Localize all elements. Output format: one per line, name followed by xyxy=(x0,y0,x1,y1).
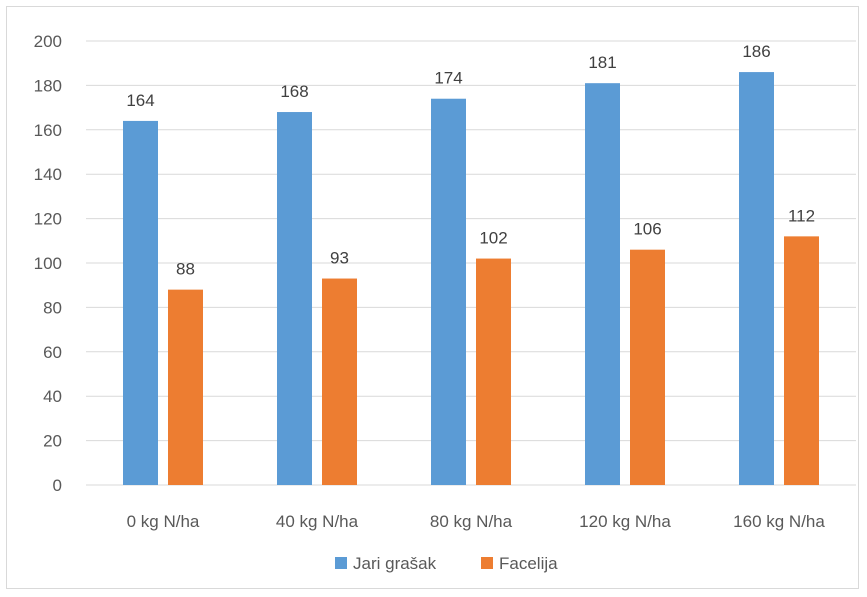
legend-label: Jari grašak xyxy=(353,554,437,573)
x-tick-label: 120 kg N/ha xyxy=(579,512,671,531)
bar-jari-grasak xyxy=(739,72,774,485)
y-tick-label: 40 xyxy=(43,387,62,406)
bar-jari-grasak xyxy=(585,83,620,486)
y-axis-ticks: 0 20 40 60 80 100 120 140 160 180 200 xyxy=(34,32,62,495)
bar-facelija xyxy=(168,289,203,485)
y-tick-label: 60 xyxy=(43,343,62,362)
bar-jari-grasak xyxy=(277,112,312,485)
legend: Jari grašak Facelija xyxy=(335,554,558,573)
y-tick-label: 100 xyxy=(34,254,62,273)
data-label: 102 xyxy=(479,229,507,248)
bars xyxy=(123,72,819,486)
bar-facelija xyxy=(322,278,357,485)
data-label: 164 xyxy=(126,91,154,110)
y-tick-label: 140 xyxy=(34,165,62,184)
bar-facelija xyxy=(784,236,819,485)
data-label: 168 xyxy=(280,82,308,101)
x-tick-label: 0 kg N/ha xyxy=(127,512,200,531)
data-label: 106 xyxy=(633,220,661,239)
data-label: 174 xyxy=(434,69,462,88)
bar-chart: 0 20 40 60 80 100 120 140 160 180 200 164 88 168 93 17… xyxy=(34,32,856,573)
y-tick-label: 80 xyxy=(43,298,62,317)
legend-swatch xyxy=(481,557,493,569)
x-tick-label: 160 kg N/ha xyxy=(733,512,825,531)
y-tick-label: 180 xyxy=(34,76,62,95)
x-tick-label: 40 kg N/ha xyxy=(276,512,359,531)
data-label: 112 xyxy=(788,206,815,225)
bar-jari-grasak xyxy=(123,120,158,486)
bar-facelija xyxy=(476,258,511,485)
data-label: 181 xyxy=(588,53,616,72)
data-label: 186 xyxy=(742,42,770,61)
data-labels: 164 88 168 93 174 102 181 106 186 112 xyxy=(126,42,815,279)
y-tick-label: 120 xyxy=(34,210,62,229)
bar-facelija xyxy=(630,249,665,485)
x-tick-label: 80 kg N/ha xyxy=(430,512,513,531)
chart-frame: 0 20 40 60 80 100 120 140 160 180 200 164 88 168 93 17… xyxy=(6,6,859,589)
legend-swatch xyxy=(335,557,347,569)
data-label: 88 xyxy=(176,260,195,279)
gridlines xyxy=(86,40,856,486)
legend-label: Facelija xyxy=(499,554,558,573)
bar-jari-grasak xyxy=(431,98,466,485)
y-tick-label: 0 xyxy=(53,476,62,495)
y-tick-label: 20 xyxy=(43,432,62,451)
y-tick-label: 200 xyxy=(34,32,62,51)
data-label: 93 xyxy=(330,249,349,268)
x-axis-ticks: 0 kg N/ha 40 kg N/ha 80 kg N/ha 120 kg N/ha… xyxy=(127,512,826,531)
y-tick-label: 160 xyxy=(34,121,62,140)
